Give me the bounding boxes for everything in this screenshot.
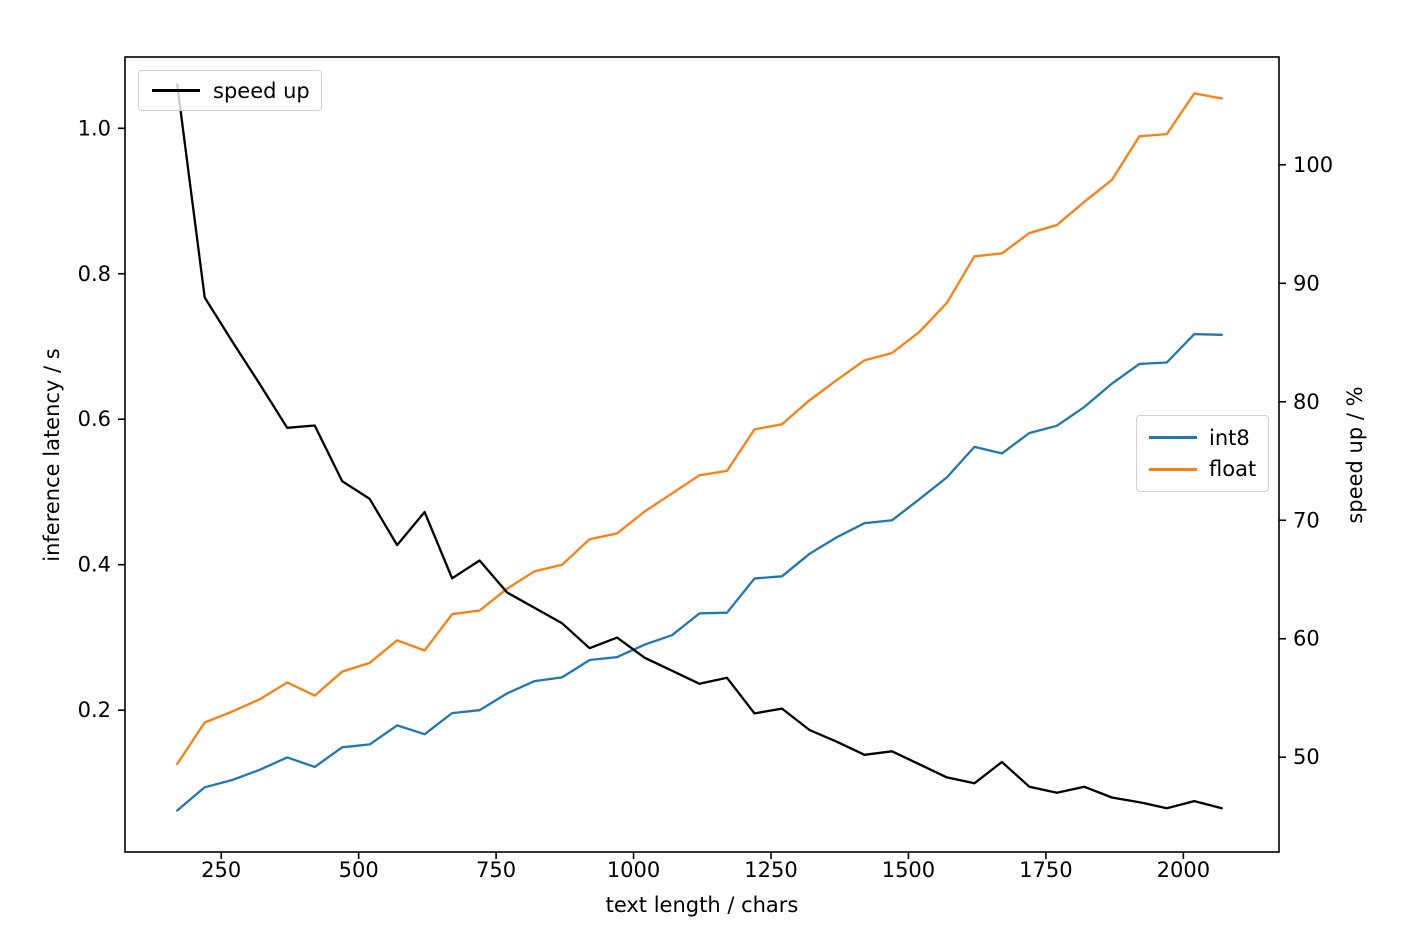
- x-tick-label: 250: [201, 858, 241, 882]
- y-right-tick-label: 80: [1293, 390, 1320, 414]
- x-axis-label: text length / chars: [605, 893, 799, 917]
- x-tick-label: 1250: [744, 858, 797, 882]
- x-tick-label: 500: [339, 858, 379, 882]
- float-line: [176, 92, 1223, 766]
- speedup-legend-line-sample: [152, 89, 200, 92]
- legend-row-int8: int8: [1149, 426, 1268, 450]
- legend-row-float: float: [1149, 457, 1268, 481]
- x-tick-label: 1750: [1019, 858, 1072, 882]
- y-right-tick-label: 50: [1293, 745, 1320, 769]
- y-left-tick-label: 1.0: [78, 116, 111, 140]
- speedup-legend-label: speed up: [213, 78, 310, 103]
- x-tick-label: 2000: [1157, 858, 1210, 882]
- y-left-tick-label: 0.8: [78, 262, 111, 286]
- y-right-tick-label: 70: [1293, 508, 1320, 532]
- y-left-axis-label: inference latency / s: [40, 348, 64, 562]
- y-right-tick-label: 90: [1293, 271, 1320, 295]
- y-right-tick-label: 100: [1293, 153, 1333, 177]
- y-left-tick-label: 0.6: [78, 407, 111, 431]
- float-legend-label: float: [1209, 457, 1257, 482]
- legend-speedup: speed up: [138, 70, 322, 111]
- plot-border: [124, 56, 1280, 853]
- y-right-tick-label: 60: [1293, 627, 1320, 651]
- x-tick-label: 1000: [607, 858, 660, 882]
- int8-line: [176, 332, 1223, 812]
- speed-up-line: [176, 83, 1223, 810]
- x-tick-label: 1500: [882, 858, 935, 882]
- legend-latency: int8 float: [1136, 415, 1269, 492]
- y-right-axis-label: speed up / %: [1343, 386, 1367, 524]
- int8-legend-label: int8: [1209, 425, 1250, 450]
- int8-legend-line-sample: [1149, 436, 1197, 440]
- float-legend-line-sample: [1149, 467, 1197, 471]
- y-left-tick-label: 0.4: [78, 553, 111, 577]
- y-left-tick-label: 0.2: [78, 698, 111, 722]
- x-tick-label: 750: [476, 858, 516, 882]
